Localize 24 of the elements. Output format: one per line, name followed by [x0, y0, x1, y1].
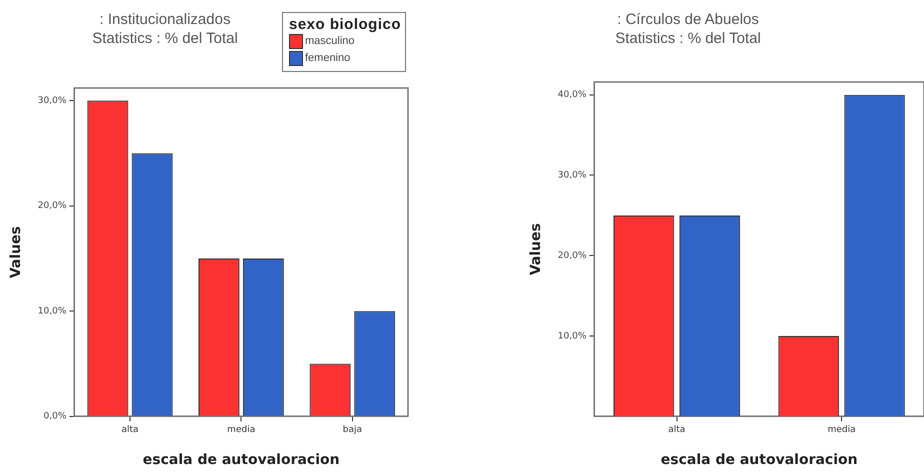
- legend-title: sexo biologico: [288, 16, 401, 33]
- y-axis-title: Values: [8, 226, 24, 278]
- x-tick-label: media: [227, 425, 256, 436]
- y-tick-label: 40,0%: [558, 90, 587, 100]
- chart-title: : Círculos de Abuelos: [616, 10, 760, 29]
- legend-label: masculino: [304, 34, 355, 49]
- x-tick-label: media: [828, 425, 856, 436]
- y-tick-label: 30,0%: [38, 96, 67, 106]
- y-tick-label: 20,0%: [38, 201, 67, 212]
- x-axis-title: escala de autovaloracion: [660, 452, 858, 468]
- x-tick-label: alta: [668, 425, 686, 436]
- x-axis-title: escala de autovaloracion: [142, 452, 340, 468]
- y-tick-label: 10,0%: [558, 331, 587, 342]
- legend-label: femenino: [304, 51, 350, 66]
- chart-subtitle: Statistics : % del Total: [614, 29, 762, 48]
- y-tick-label: 30,0%: [558, 170, 587, 181]
- y-axis-title: Values: [528, 223, 544, 276]
- y-tick-label: 10,0%: [38, 306, 67, 316]
- x-tick-label: alta: [121, 425, 139, 436]
- y-tick-label: 20,0%: [558, 250, 587, 261]
- y-tick-label: 0,0%: [44, 412, 67, 422]
- x-tick-label: baja: [342, 425, 362, 436]
- chart-subtitle: Statistics : % del Total: [91, 29, 239, 48]
- chart-title: : Institucionalizados: [98, 10, 232, 29]
